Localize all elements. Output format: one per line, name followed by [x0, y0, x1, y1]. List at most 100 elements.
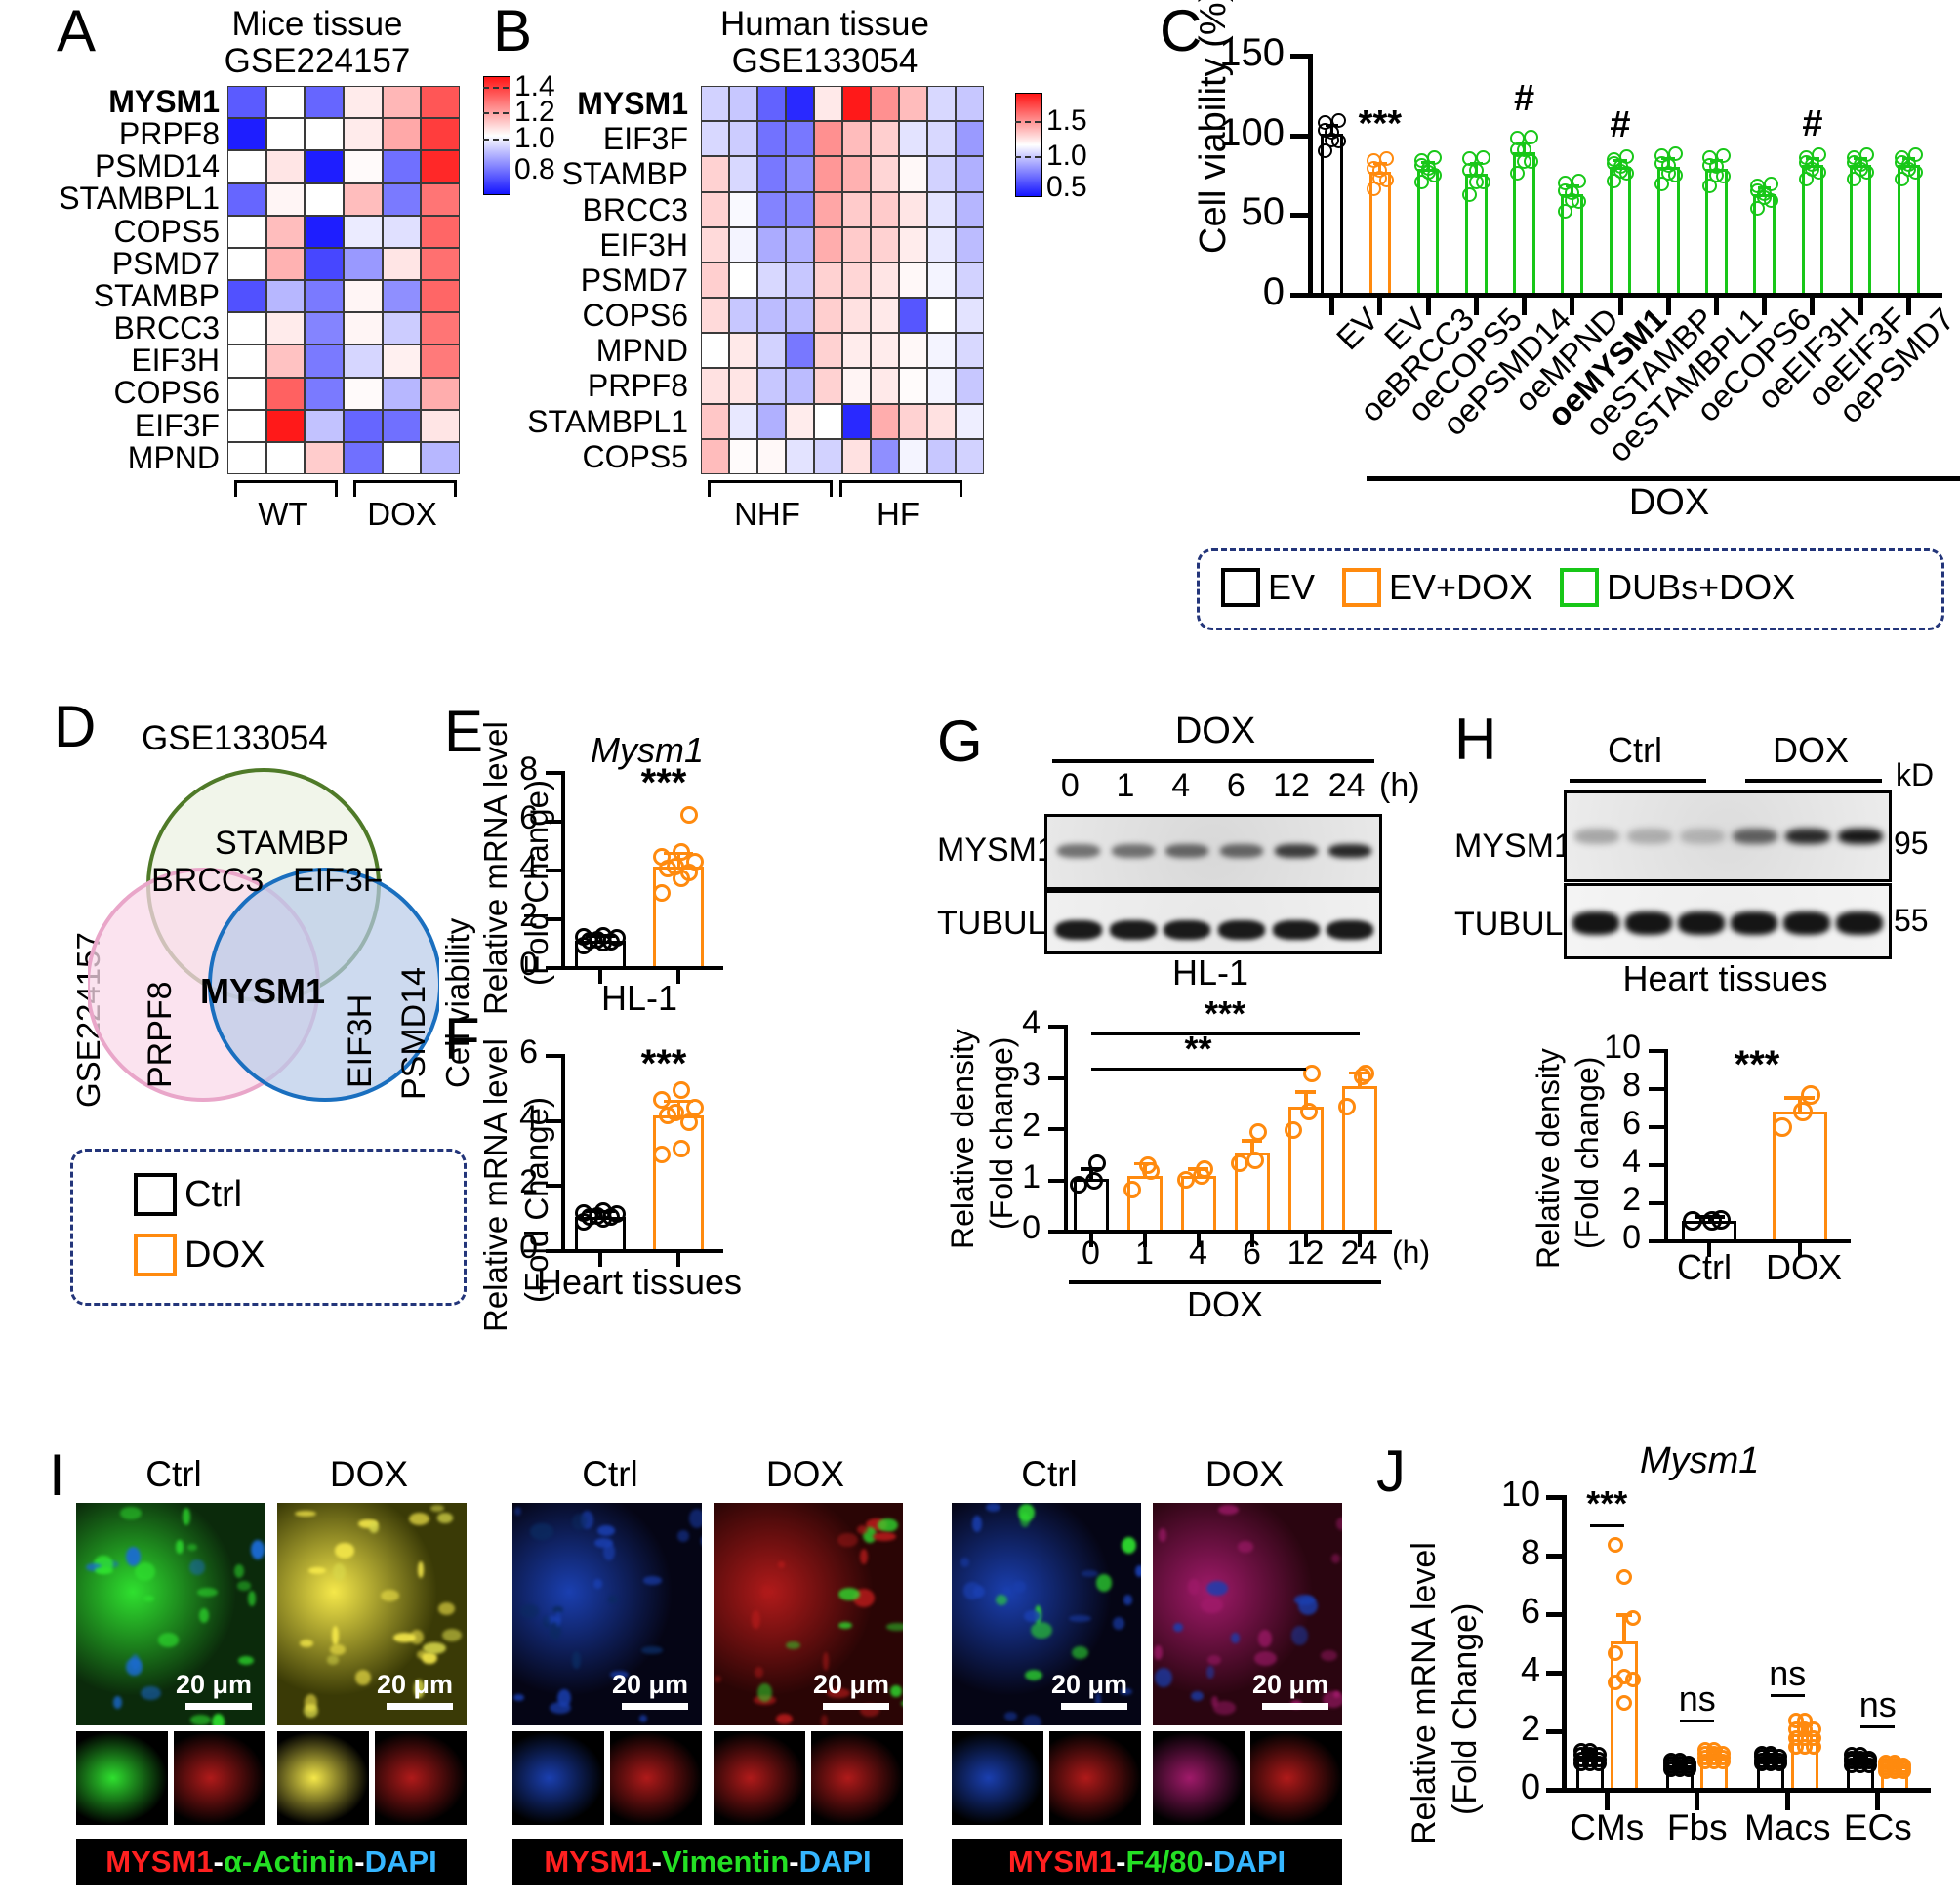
heatmap-cell	[842, 263, 871, 298]
heatmap-cell	[814, 298, 842, 333]
panel-b-gene-label: STAMBP	[493, 156, 688, 191]
micrograph-feature	[423, 1642, 446, 1654]
significance-label: ***	[1684, 1043, 1830, 1087]
significance-label: #	[1779, 103, 1846, 145]
heatmap-cell	[344, 344, 383, 377]
heatmap-cell	[871, 368, 899, 403]
micrograph-feature	[878, 1518, 898, 1532]
panel-h: H Ctrl DOX kD MYSM1 95 TUBULIN 55 Heart …	[1454, 703, 1960, 1308]
y-tick	[1649, 1239, 1664, 1243]
panel-a-gene-label: EIF3H	[49, 344, 220, 377]
panel-d-legend: Ctrl DOX	[70, 1149, 467, 1306]
panel-b-gene-label: COPS6	[493, 298, 688, 333]
micrograph-feature	[327, 1655, 339, 1665]
y-tick	[1048, 1179, 1064, 1183]
y-axis	[1562, 1495, 1567, 1788]
data-point	[1799, 150, 1814, 165]
panel-i-micrograph-inset	[1250, 1731, 1342, 1825]
micrograph-feature	[960, 1558, 969, 1567]
heatmap-cell	[842, 192, 871, 227]
micrograph-feature	[442, 1629, 462, 1641]
y-tick	[1649, 1125, 1664, 1129]
panel-h-blot-mysm1	[1564, 790, 1892, 882]
panel-e-ylabel-line1: Relative mRNA level	[477, 721, 513, 1015]
data-point	[1331, 113, 1346, 128]
x-axis	[561, 966, 723, 970]
caption-part: -	[789, 1844, 798, 1880]
lane-label: 1	[1098, 767, 1154, 805]
heatmap-cell	[701, 333, 729, 368]
micrograph-feature	[238, 1656, 254, 1666]
data-point	[1510, 131, 1525, 145]
heatmap-cell	[871, 86, 899, 121]
heatmap-cell	[266, 312, 306, 344]
blot-band	[1836, 911, 1883, 935]
data-point	[1801, 1085, 1820, 1105]
significance-bar	[1771, 1694, 1805, 1697]
y-tick	[1649, 1163, 1664, 1167]
heatmap-cell	[227, 344, 266, 377]
legend-swatch	[1342, 568, 1381, 607]
micrograph-feature	[438, 1602, 455, 1615]
heatmap-cell	[344, 378, 383, 410]
data-point	[594, 927, 612, 945]
lane-label: 4	[1153, 767, 1208, 805]
y-axis	[561, 771, 565, 966]
panel-d-venn	[88, 758, 439, 1168]
micrograph-feature	[176, 1540, 183, 1554]
panel-b: B Human tissue GSE133054 MYSM1 EIF3F STAMB…	[493, 0, 1176, 547]
micrograph-feature	[1082, 1570, 1098, 1577]
panel-g-letter: G	[937, 712, 983, 771]
micrograph-feature	[355, 1670, 372, 1685]
data-point	[1812, 147, 1826, 162]
micrograph-feature	[1238, 1541, 1253, 1552]
blot-band	[1678, 911, 1725, 935]
data-point	[1716, 148, 1731, 163]
panel-i-micrograph: 20 μm	[1153, 1503, 1342, 1725]
x-axis	[1064, 1230, 1392, 1234]
data-point	[1338, 1098, 1356, 1115]
micrograph-feature	[1020, 1513, 1030, 1528]
y-tick	[1048, 1025, 1064, 1029]
panel-f-xlabel: Heart tissues	[517, 1262, 761, 1303]
panel-b-title: Human tissue GSE133054	[639, 6, 1010, 80]
y-tick	[1649, 1087, 1664, 1091]
micrograph-feature	[190, 1715, 211, 1724]
caption-part: α-Actinin	[224, 1844, 354, 1880]
heatmap-cell	[701, 121, 729, 156]
panel-j-ylabel-line1: Relative mRNA level	[1406, 1542, 1443, 1844]
blot-band	[1328, 844, 1371, 858]
panel-d-item-stambp: STAMBP	[215, 825, 348, 863]
y-tick	[1649, 1201, 1664, 1205]
heatmap-cell	[814, 86, 842, 121]
legend-label: DOX	[184, 1235, 265, 1275]
heatmap-cell	[421, 410, 460, 442]
micrograph-feature	[901, 1699, 903, 1708]
y-tick-label: 2	[1478, 1708, 1540, 1749]
legend-label: EV	[1268, 567, 1315, 607]
panel-h-mw1: 95	[1894, 826, 1929, 862]
heatmap-cell	[266, 442, 306, 474]
heatmap-cell	[729, 333, 757, 368]
micrograph-feature	[409, 1513, 429, 1525]
micrograph-feature	[1113, 1617, 1124, 1630]
data-point	[1847, 150, 1861, 165]
heatmap-cell	[814, 156, 842, 191]
heatmap-cell	[383, 280, 422, 312]
panel-b-gene-label: EIF3F	[493, 121, 688, 156]
micrograph-feature	[1122, 1537, 1136, 1554]
data-point	[1616, 1569, 1632, 1585]
heatmap-cell	[842, 404, 871, 439]
scale-bar	[823, 1703, 889, 1710]
heatmap-cell	[757, 298, 786, 333]
data-point	[1142, 1162, 1160, 1180]
panel-b-letter: B	[493, 2, 532, 61]
micrograph-feature	[1096, 1574, 1112, 1591]
panel-d-item-prpf8: PRPF8	[142, 981, 180, 1088]
panel-b-gene-label: EIF3H	[493, 227, 688, 263]
micrograph-feature	[437, 1513, 452, 1523]
micrograph-feature	[1254, 1651, 1277, 1666]
y-tick-label: 4	[510, 1099, 538, 1137]
blot-band	[1165, 844, 1208, 858]
significance-label: **	[1150, 1029, 1247, 1070]
